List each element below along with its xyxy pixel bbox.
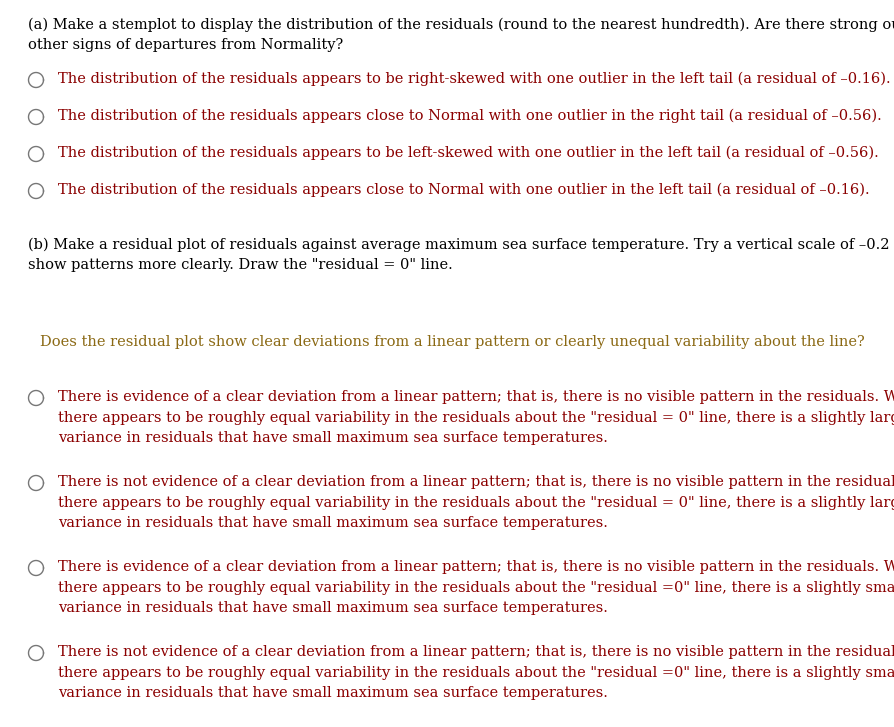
Text: There is evidence of a clear deviation from a linear pattern; that is, there is : There is evidence of a clear deviation f… — [58, 390, 894, 445]
Text: The distribution of the residuals appears to be right-skewed with one outlier in: The distribution of the residuals appear… — [58, 72, 890, 87]
Text: other signs of departures from Normality?: other signs of departures from Normality… — [28, 38, 343, 52]
Text: Does the residual plot show clear deviations from a linear pattern or clearly un: Does the residual plot show clear deviat… — [40, 335, 864, 349]
Text: There is not evidence of a clear deviation from a linear pattern; that is, there: There is not evidence of a clear deviati… — [58, 475, 894, 530]
Text: There is not evidence of a clear deviation from a linear pattern; that is, there: There is not evidence of a clear deviati… — [58, 645, 894, 700]
Text: (a) Make a stemplot to display the distribution of the residuals (round to the n: (a) Make a stemplot to display the distr… — [28, 18, 894, 33]
Text: show patterns more clearly. Draw the "residual = 0" line.: show patterns more clearly. Draw the "re… — [28, 258, 452, 272]
Text: The distribution of the residuals appears to be left-skewed with one outlier in : The distribution of the residuals appear… — [58, 146, 878, 161]
Text: The distribution of the residuals appears close to Normal with one outlier in th: The distribution of the residuals appear… — [58, 183, 869, 198]
Text: The distribution of the residuals appears close to Normal with one outlier in th: The distribution of the residuals appear… — [58, 109, 881, 124]
Text: There is evidence of a clear deviation from a linear pattern; that is, there is : There is evidence of a clear deviation f… — [58, 560, 894, 615]
Text: (b) Make a residual plot of residuals against average maximum sea surface temper: (b) Make a residual plot of residuals ag… — [28, 238, 894, 252]
